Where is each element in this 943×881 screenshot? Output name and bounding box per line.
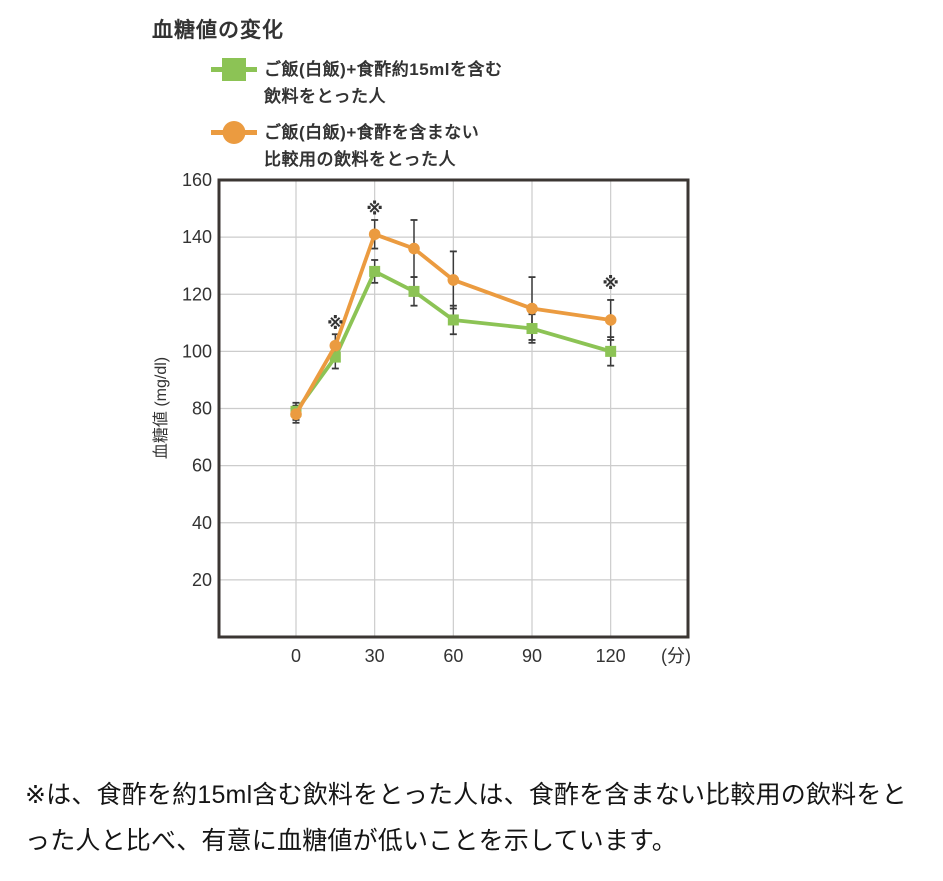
y-axis-tick-label: 160 (182, 170, 212, 190)
data-point-square (605, 345, 617, 357)
legend-circle-marker-icon (211, 121, 257, 144)
plot-frame (217, 178, 690, 639)
legend-label: ご飯(白飯)+食酢約15mlを含む 飲料をとった人 (264, 56, 503, 110)
legend-label-line1: ご飯(白飯)+食酢約15mlを含む (264, 60, 503, 79)
y-axis-tick-label: 60 (192, 456, 212, 476)
x-axis-unit-label: (分) (661, 646, 691, 666)
y-axis-tick-label: 20 (192, 570, 212, 590)
chart-area: ※ ※ ※ 20 40 60 80 100 120 140 160 0 30 60 90 120 (分) 血糖値 … (150, 170, 710, 685)
annotation-asterisk: ※ (602, 274, 619, 293)
y-axis-tick-label: 100 (182, 341, 212, 361)
legend-item-vinegar: ご飯(白飯)+食酢約15mlを含む 飲料をとった人 (211, 56, 503, 110)
data-point-square (329, 351, 341, 363)
legend-label-line2: 飲料をとった人 (264, 87, 386, 106)
y-axis-tick-label: 80 (192, 399, 212, 419)
annotation-asterisk: ※ (327, 314, 344, 333)
legend-item-control: ご飯(白飯)+食酢を含まない 比較用の飲料をとった人 (211, 119, 503, 173)
x-axis-tick-label: 0 (291, 646, 301, 666)
y-axis-tick-label: 40 (192, 513, 212, 533)
x-axis-tick-label: 30 (365, 646, 385, 666)
data-point-circle (447, 274, 460, 286)
chart-legend: ご飯(白飯)+食酢約15mlを含む 飲料をとった人 ご飯(白飯)+食酢を含まない… (211, 56, 503, 173)
data-point-square (369, 265, 381, 277)
data-point-circle (290, 408, 302, 421)
legend-label-line2: 比較用の飲料をとった人 (264, 150, 456, 169)
data-point-circle (329, 339, 342, 352)
legend-label-line1: ご飯(白飯)+食酢を含まない (264, 123, 480, 142)
data-point-circle (408, 242, 420, 255)
data-point-circle (604, 314, 617, 326)
footnote-text: ※は、食酢を約15ml含む飲料をとった人は、食酢を含まない比較用の飲料をとった人… (25, 781, 907, 855)
data-point-circle (526, 302, 538, 315)
chart-title: 血糖値の変化 (152, 19, 284, 42)
y-axis-title: 血糖値 (mg/dl) (152, 357, 170, 459)
x-axis-tick-label: 60 (443, 646, 463, 666)
blood-glucose-line-chart: ※ ※ ※ 20 40 60 80 100 120 140 160 0 30 60 90 120 (分) 血糖値 … (152, 170, 691, 666)
legend-square-marker-icon (211, 58, 257, 81)
legend-marker-circle (222, 121, 246, 144)
data-point-square (447, 314, 459, 326)
data-point-circle (368, 228, 381, 241)
x-axis-tick-label: 120 (596, 646, 626, 666)
data-point-square (408, 285, 420, 297)
y-axis-tick-label: 140 (182, 227, 212, 247)
data-point-square (526, 323, 538, 335)
x-axis-tick-label: 90 (522, 646, 542, 666)
y-axis-tick-label: 120 (182, 284, 212, 304)
annotation-asterisk: ※ (366, 200, 383, 219)
legend-label: ご飯(白飯)+食酢を含まない 比較用の飲料をとった人 (264, 119, 479, 173)
legend-marker-square (222, 58, 246, 81)
